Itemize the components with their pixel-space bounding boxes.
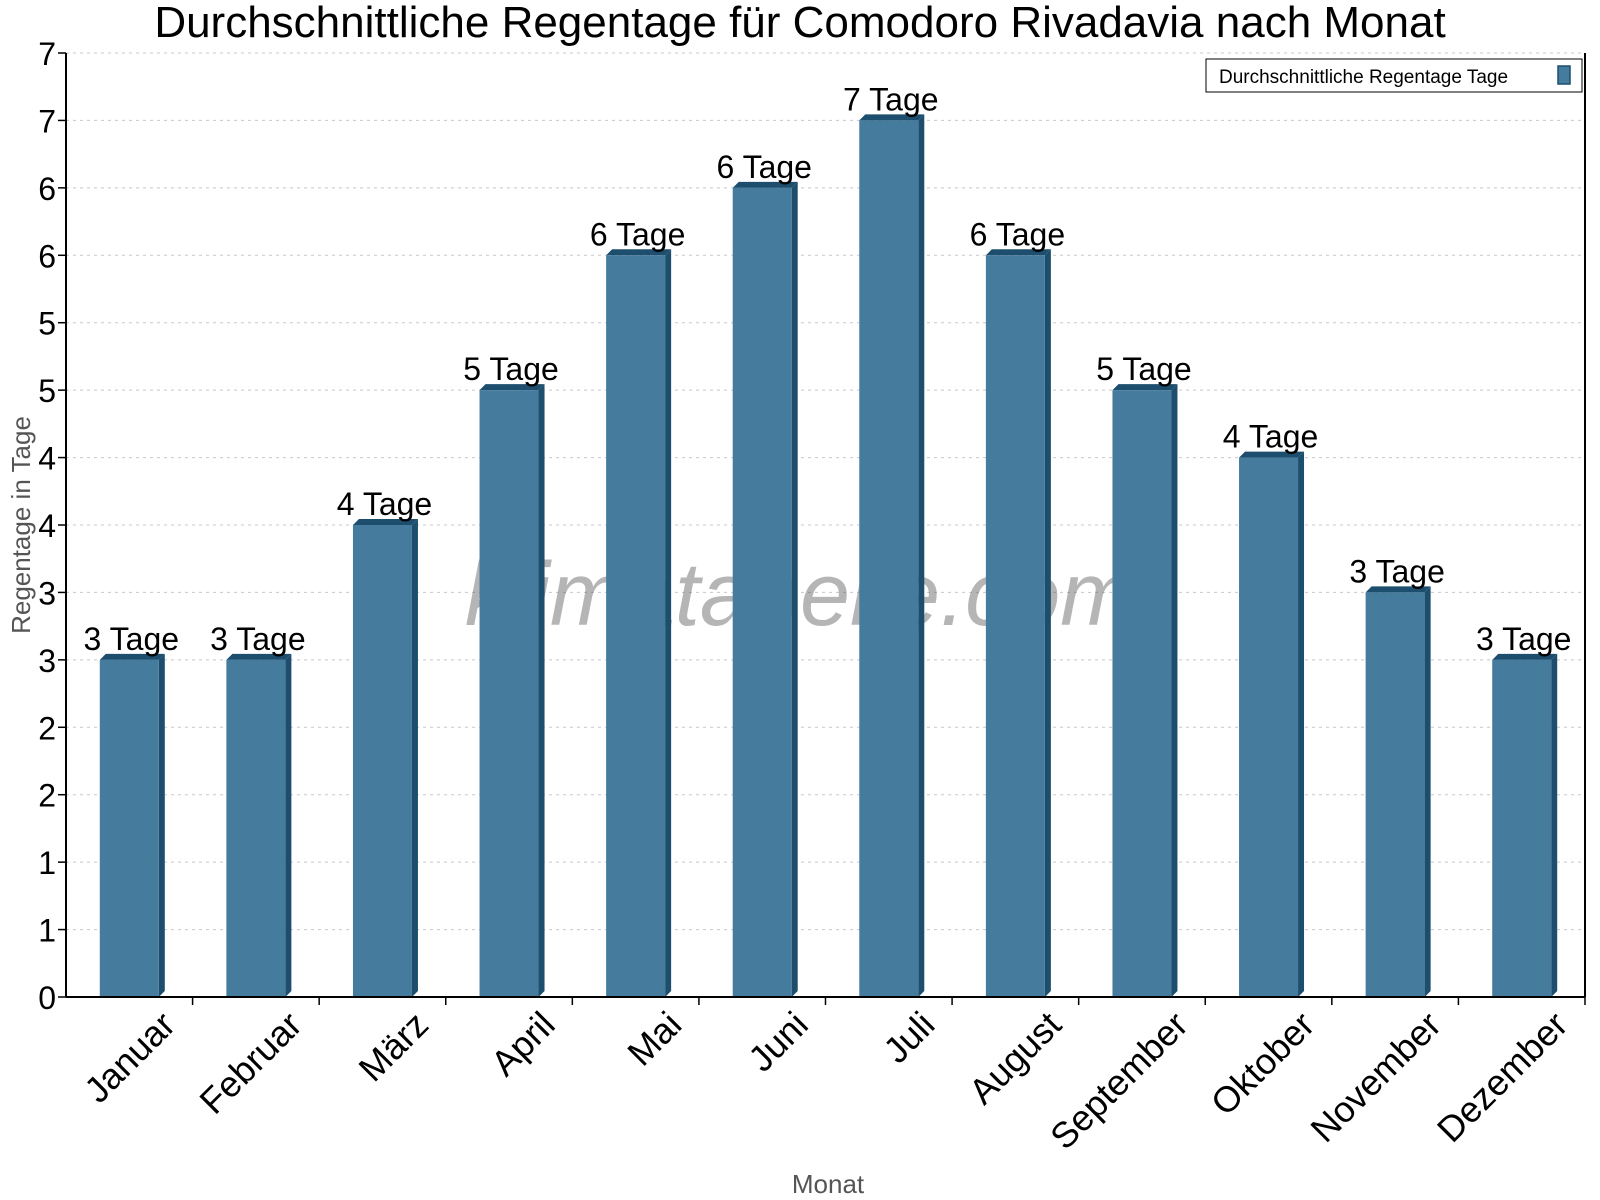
- data-label: 6 Tage: [590, 216, 686, 252]
- bar: [859, 120, 919, 997]
- y-tick-label: 4: [38, 508, 56, 544]
- x-tick-label: Juni: [740, 1004, 816, 1080]
- data-label: 5 Tage: [1096, 351, 1192, 387]
- bar: [732, 187, 792, 997]
- x-tick-label: September: [1042, 1004, 1196, 1158]
- bar: [1112, 390, 1172, 998]
- x-tick-label: November: [1302, 1004, 1448, 1150]
- legend: [1205, 58, 1583, 93]
- bar-side: [285, 653, 292, 997]
- y-tick-label: 1: [38, 845, 56, 881]
- bar-top: [1239, 451, 1305, 458]
- bar: [99, 659, 159, 997]
- x-tick-label: Mai: [619, 1004, 689, 1074]
- bar-side: [665, 249, 672, 998]
- bar-side: [1044, 249, 1051, 998]
- bar-side: [411, 519, 418, 997]
- bar-top: [1492, 653, 1558, 660]
- bar-top: [859, 114, 925, 121]
- bar: [1239, 457, 1299, 998]
- bar-top: [732, 181, 798, 188]
- bar-side: [791, 181, 798, 997]
- data-label: 6 Tage: [716, 149, 812, 185]
- bar: [1365, 592, 1425, 997]
- data-label: 7 Tage: [843, 81, 939, 117]
- y-tick-label: 6: [38, 238, 56, 274]
- data-label: 3 Tage: [84, 621, 180, 657]
- x-tick-label: Dezember: [1429, 1004, 1575, 1150]
- y-tick-label: 0: [38, 980, 56, 1016]
- y-tick-label: 5: [38, 373, 56, 409]
- bar-top: [99, 653, 165, 660]
- x-tick-label: Juli: [875, 1004, 942, 1071]
- bar-side: [918, 114, 925, 997]
- data-label: 4 Tage: [1223, 419, 1319, 455]
- legend-swatch: [1557, 65, 1571, 85]
- bar-top: [226, 653, 292, 660]
- bar-top: [1112, 384, 1178, 391]
- bar-top: [1365, 586, 1431, 593]
- y-tick-label: 2: [38, 778, 56, 814]
- bar-side: [1424, 586, 1431, 997]
- data-label: 3 Tage: [1476, 621, 1572, 657]
- bar-top: [606, 249, 672, 256]
- data-label: 3 Tage: [1349, 553, 1445, 589]
- bar-top: [985, 249, 1051, 256]
- x-tick-label: Februar: [191, 1004, 309, 1122]
- bar-side: [1298, 451, 1305, 998]
- legend-label: Durchschnittliche Regentage Tage: [1219, 67, 1508, 88]
- y-axis-label: Regentage in Tage: [6, 416, 36, 634]
- data-label: 3 Tage: [210, 621, 306, 657]
- y-tick-label: 1: [38, 913, 56, 949]
- y-tick-label: 3: [38, 643, 56, 679]
- x-tick-label: April: [483, 1004, 563, 1084]
- bar-side: [1551, 653, 1558, 997]
- bar: [352, 525, 412, 997]
- y-tick-label: 2: [38, 710, 56, 746]
- y-tick-label: 5: [38, 306, 56, 342]
- bar-side: [538, 384, 545, 998]
- bar-side: [1171, 384, 1178, 998]
- x-axis-label: Monat: [792, 1169, 865, 1199]
- y-tick-label: 7: [38, 36, 56, 72]
- bar-top: [479, 384, 545, 391]
- data-label: 4 Tage: [337, 486, 433, 522]
- bar-top: [352, 519, 418, 525]
- bar: [226, 659, 286, 997]
- y-tick-label: 7: [38, 103, 56, 139]
- data-label: 6 Tage: [970, 216, 1066, 252]
- bar-side: [158, 653, 165, 997]
- data-label: 5 Tage: [463, 351, 559, 387]
- x-tick-label: März: [351, 1004, 437, 1090]
- bar: [1492, 659, 1552, 997]
- bar: [479, 390, 539, 998]
- bar: [985, 255, 1045, 998]
- x-tick-label: August: [961, 1004, 1069, 1112]
- chart-title: Durchschnittliche Regentage für Comodoro…: [154, 0, 1445, 47]
- y-tick-label: 4: [38, 441, 56, 477]
- y-tick-label: 3: [38, 575, 56, 611]
- bar: [606, 255, 666, 998]
- x-tick-label: Januar: [76, 1004, 183, 1111]
- x-tick-label: Oktober: [1203, 1004, 1323, 1124]
- y-tick-label: 6: [38, 171, 56, 207]
